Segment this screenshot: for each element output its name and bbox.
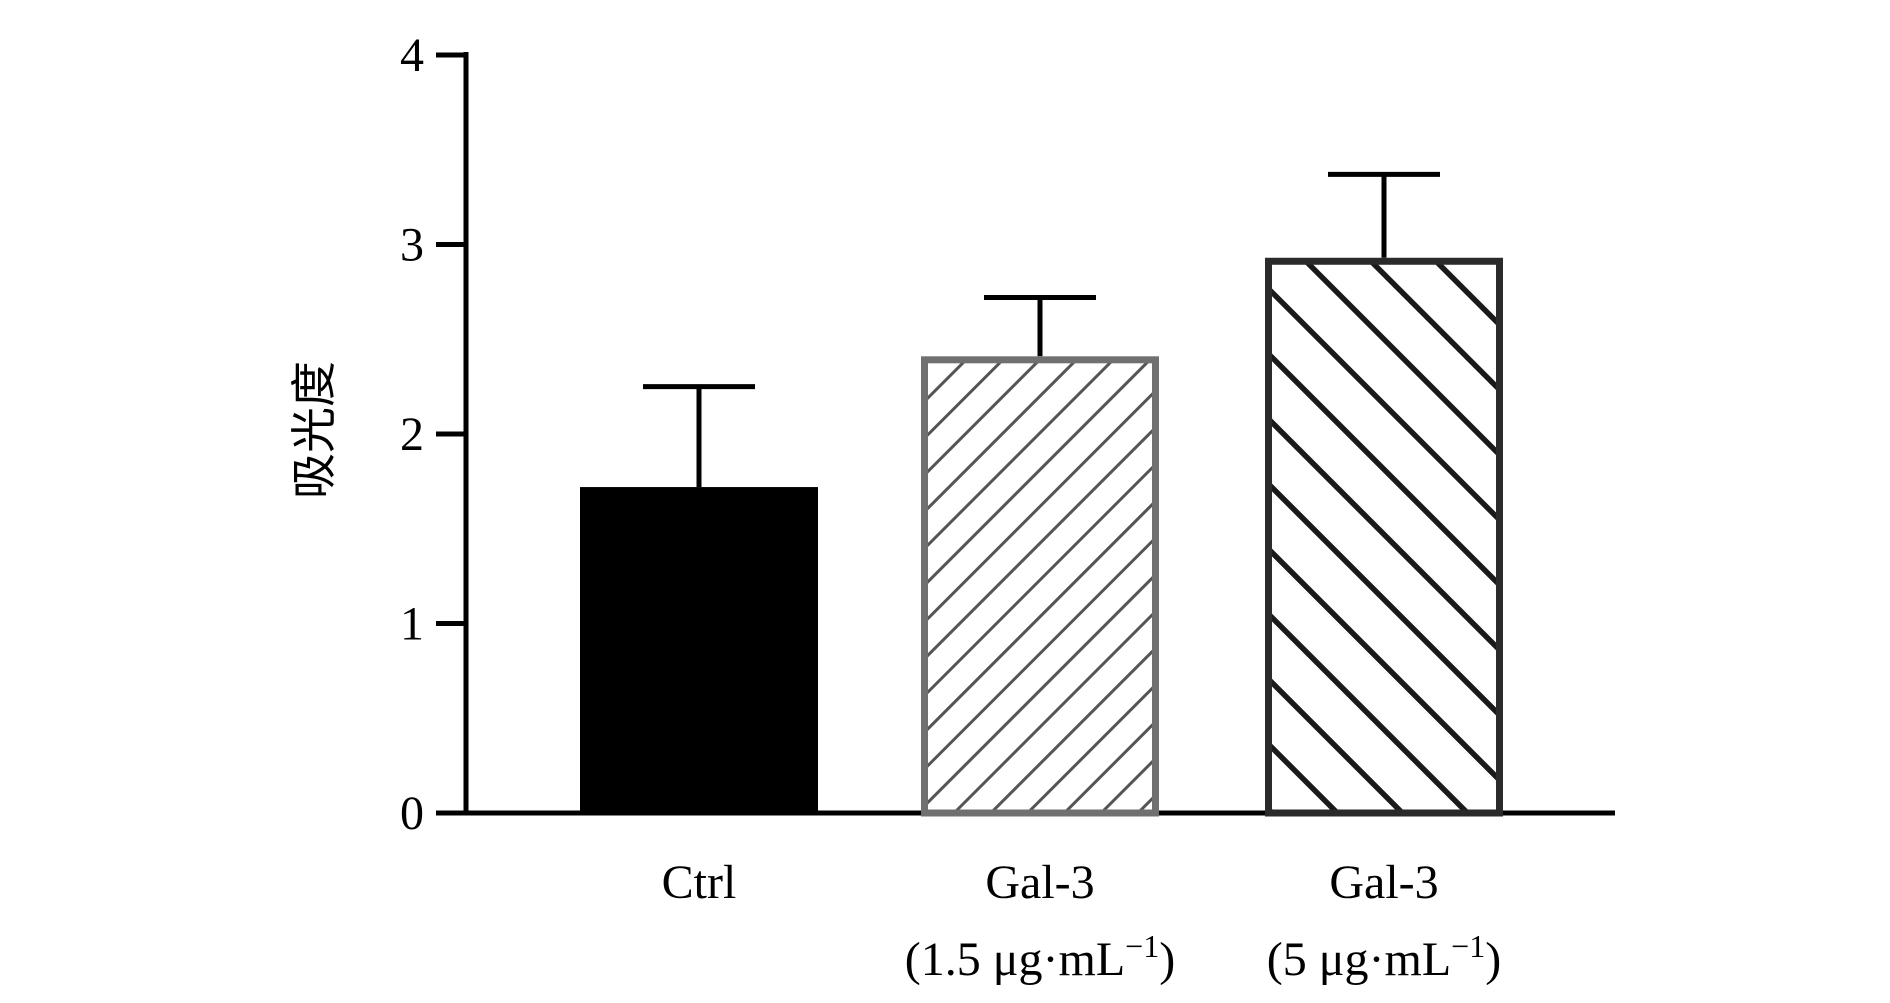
category-label: Ctrl [662,856,737,909]
bar [1265,257,1503,817]
y-tick-label: 4 [400,29,424,82]
bar [580,487,818,815]
category-label: Gal-3 [985,856,1094,909]
y-tick-label: 3 [400,219,424,272]
y-tick-label: 1 [400,598,424,651]
y-axis-label: 吸光度 [289,361,340,499]
category-label: Gal-3 [1329,856,1438,909]
category-sublabel: (5 μg·mL−1) [1267,928,1501,986]
y-tick-label: 2 [400,408,424,461]
y-tick-label: 0 [400,787,424,840]
category-sublabel: (1.5 μg·mL−1) [905,928,1175,986]
bar [921,356,1159,817]
